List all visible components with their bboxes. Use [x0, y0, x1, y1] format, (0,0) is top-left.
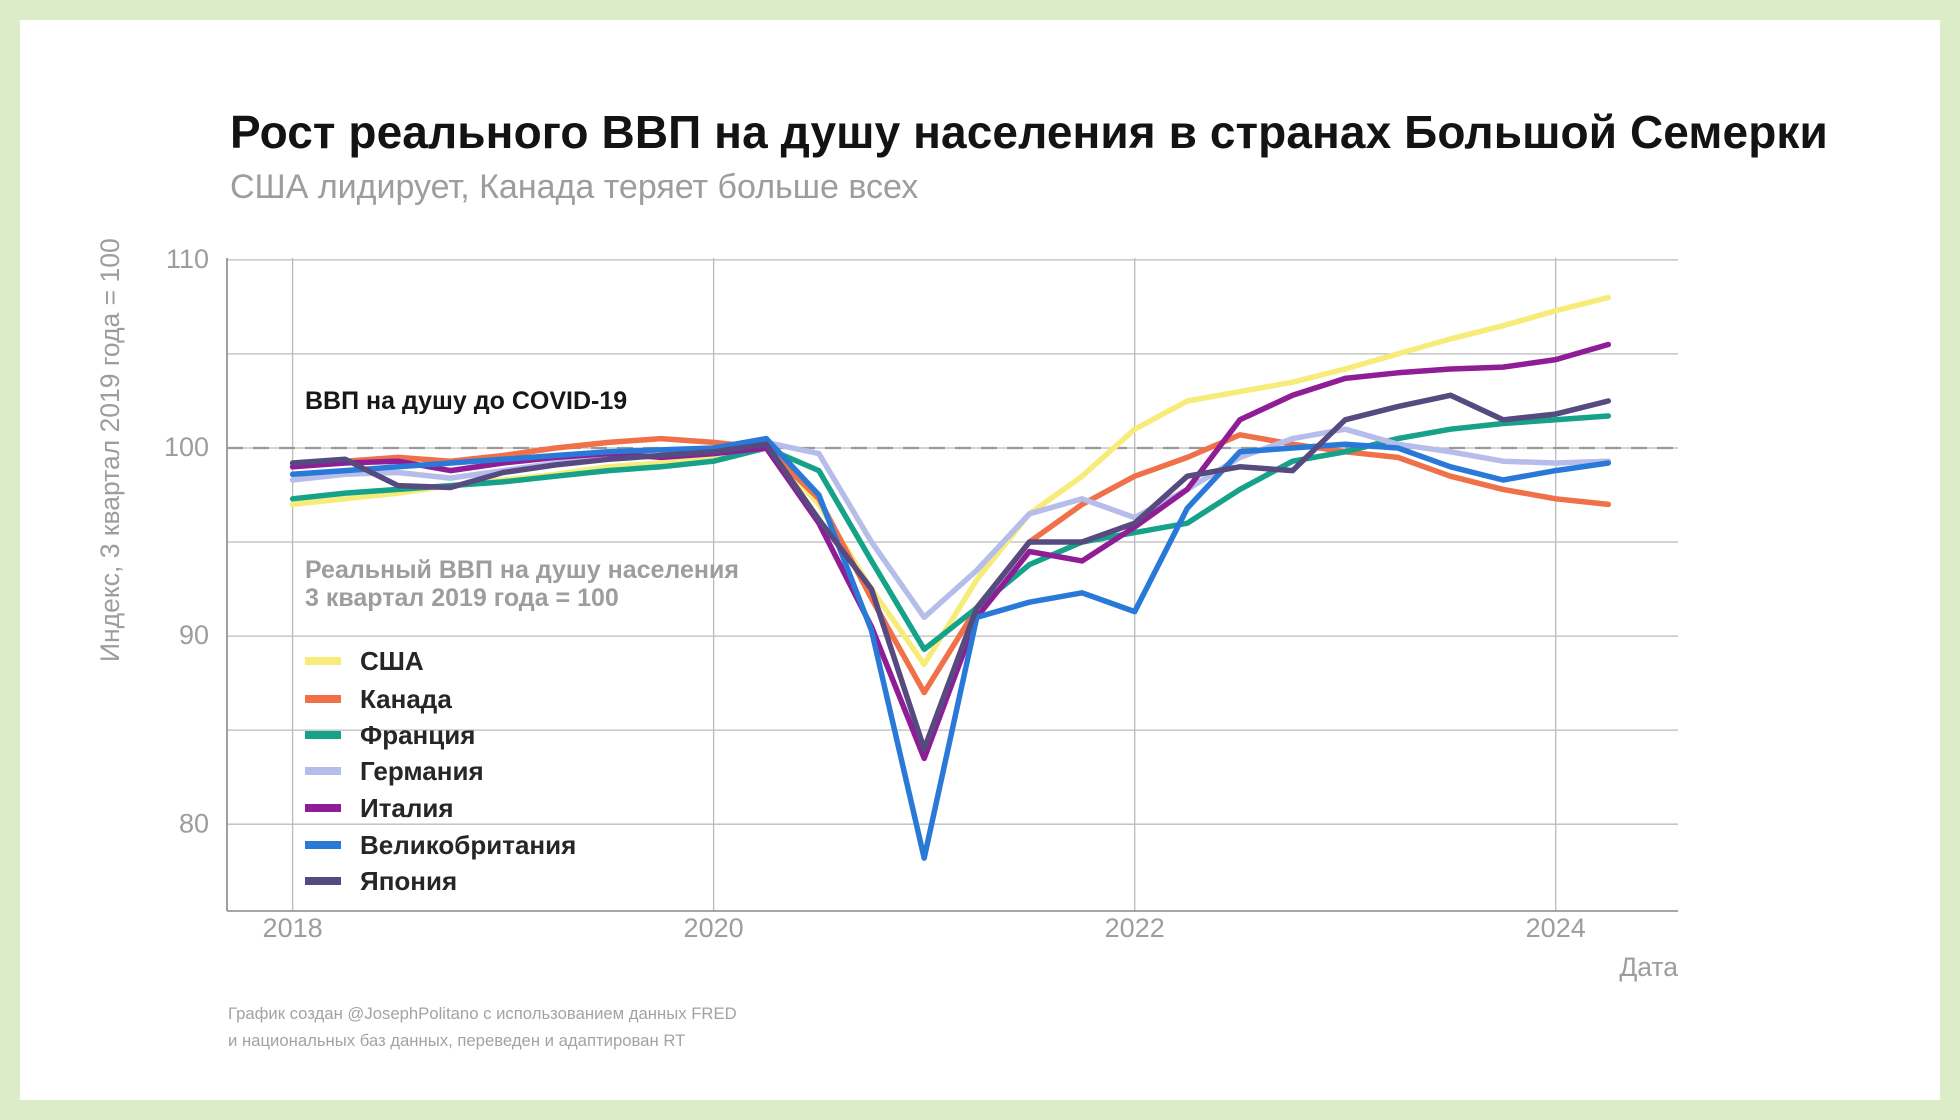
svg-text:2024: 2024 — [1526, 913, 1586, 943]
svg-text:Канада: Канада — [360, 684, 452, 714]
svg-text:Франция: Франция — [360, 720, 475, 750]
svg-text:Италия: Италия — [360, 793, 454, 823]
svg-text:ВВП на душу до COVID-19: ВВП на душу до COVID-19 — [305, 387, 627, 415]
svg-text:Дата: Дата — [1619, 952, 1678, 982]
svg-text:Япония: Япония — [360, 866, 457, 896]
svg-text:110: 110 — [166, 244, 209, 274]
svg-text:80: 80 — [179, 808, 209, 838]
svg-text:2020: 2020 — [684, 913, 744, 943]
svg-text:2018: 2018 — [263, 913, 323, 943]
svg-text:Индекс, 3 квартал 2019 года =: Индекс, 3 квартал 2019 года = 100 — [95, 238, 125, 662]
svg-text:Германия: Германия — [360, 756, 484, 786]
svg-text:2022: 2022 — [1105, 913, 1165, 943]
svg-text:3 квартал 2019 года = 100: 3 квартал 2019 года = 100 — [305, 584, 619, 612]
svg-text:100: 100 — [164, 432, 209, 462]
svg-text:Великобритания: Великобритания — [360, 830, 576, 860]
svg-text:Реальный ВВП на душу населения: Реальный ВВП на душу населения — [305, 556, 739, 584]
svg-text:90: 90 — [179, 620, 209, 650]
svg-text:США: США — [360, 646, 424, 676]
